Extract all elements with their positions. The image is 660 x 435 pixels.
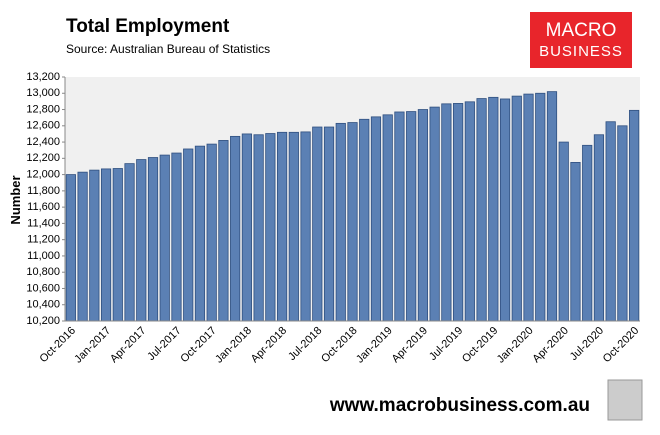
bar (429, 106, 440, 322)
bar (147, 157, 159, 322)
x-tick-label: Jan-2020 (495, 325, 536, 366)
chart-subtitle: Source: Australian Bureau of Statistics (66, 42, 270, 56)
logo-box (530, 12, 632, 68)
bar (183, 148, 194, 322)
x-tick-label: Apr-2017 (108, 325, 148, 365)
bar (194, 145, 206, 322)
x-tick-label: Oct-2020 (601, 325, 641, 365)
y-tick-label: 10,800 (26, 266, 60, 278)
bar (218, 140, 229, 322)
bar (241, 133, 252, 322)
bar (347, 122, 358, 322)
bar (523, 93, 534, 322)
y-tick-label: 12,600 (26, 120, 60, 132)
x-tick-label: Oct-2017 (178, 325, 218, 365)
bar (312, 126, 323, 322)
logo-text: MACRO (546, 20, 617, 41)
y-axis-label: Number (8, 175, 23, 224)
bar (265, 133, 276, 322)
bar (276, 131, 288, 322)
y-tick-label: 12,400 (26, 136, 60, 148)
bar (159, 154, 170, 322)
bar (65, 174, 76, 322)
x-tick-label: Jan-2019 (354, 325, 395, 366)
y-tick-label: 10,400 (26, 299, 60, 311)
bar (77, 171, 88, 322)
bar (546, 91, 558, 322)
x-tick-label: Oct-2018 (319, 325, 359, 365)
footer: www.macrobusiness.com.au (329, 395, 590, 416)
bar (382, 114, 393, 322)
bar (617, 125, 628, 322)
bar (288, 131, 299, 322)
bar (453, 103, 464, 322)
bar (605, 121, 616, 322)
bar (406, 111, 417, 322)
bar (300, 131, 311, 322)
y-tick-label: 12,000 (26, 169, 60, 181)
bar (511, 95, 522, 322)
bar (359, 118, 370, 322)
bar (136, 159, 147, 322)
x-tick-label: Apr-2020 (530, 325, 570, 365)
y-tick-label: 13,200 (26, 71, 60, 83)
bar (629, 109, 640, 322)
bar (323, 126, 335, 322)
x-tick-label: Apr-2019 (390, 325, 430, 365)
y-tick-label: 11,200 (27, 234, 60, 246)
bar (370, 116, 382, 322)
x-tick-label: Jan-2017 (72, 325, 113, 366)
y-tick-label: 11,000 (27, 250, 60, 262)
bar (499, 98, 511, 322)
bar (441, 103, 452, 322)
bar (488, 96, 499, 322)
bar (100, 168, 112, 322)
bar (417, 109, 429, 322)
bar (593, 134, 605, 322)
bar (206, 143, 217, 322)
bar (558, 141, 569, 322)
bar (394, 111, 405, 322)
bar (230, 135, 241, 322)
bar (112, 168, 123, 322)
y-tick-label: 11,600 (27, 201, 60, 213)
chart-title: Total Employment (66, 16, 230, 37)
y-tick-label: 11,400 (27, 217, 60, 229)
y-tick-label: 10,600 (26, 282, 60, 294)
y-tick-label: 12,200 (26, 152, 60, 164)
x-tick-label: Oct-2016 (38, 325, 78, 365)
bar (476, 98, 487, 322)
bar (171, 152, 182, 322)
bar (335, 122, 346, 322)
bar (124, 163, 135, 322)
x-tick-label: Apr-2018 (249, 325, 289, 365)
y-tick-label: 10,200 (26, 315, 60, 327)
x-tick-label: Oct-2019 (460, 325, 500, 365)
bar (89, 169, 100, 322)
y-tick-label: 12,800 (26, 103, 60, 115)
logo-icon (607, 379, 643, 421)
bar (253, 134, 264, 322)
y-tick-label: 11,800 (27, 185, 60, 197)
x-tick-label: Jan-2018 (213, 325, 254, 366)
bar (535, 92, 546, 322)
bar (464, 101, 475, 322)
logo-text: BUSINESS (539, 43, 623, 60)
bar (582, 144, 593, 322)
bar (570, 161, 581, 322)
y-tick-label: 13,000 (26, 87, 60, 99)
